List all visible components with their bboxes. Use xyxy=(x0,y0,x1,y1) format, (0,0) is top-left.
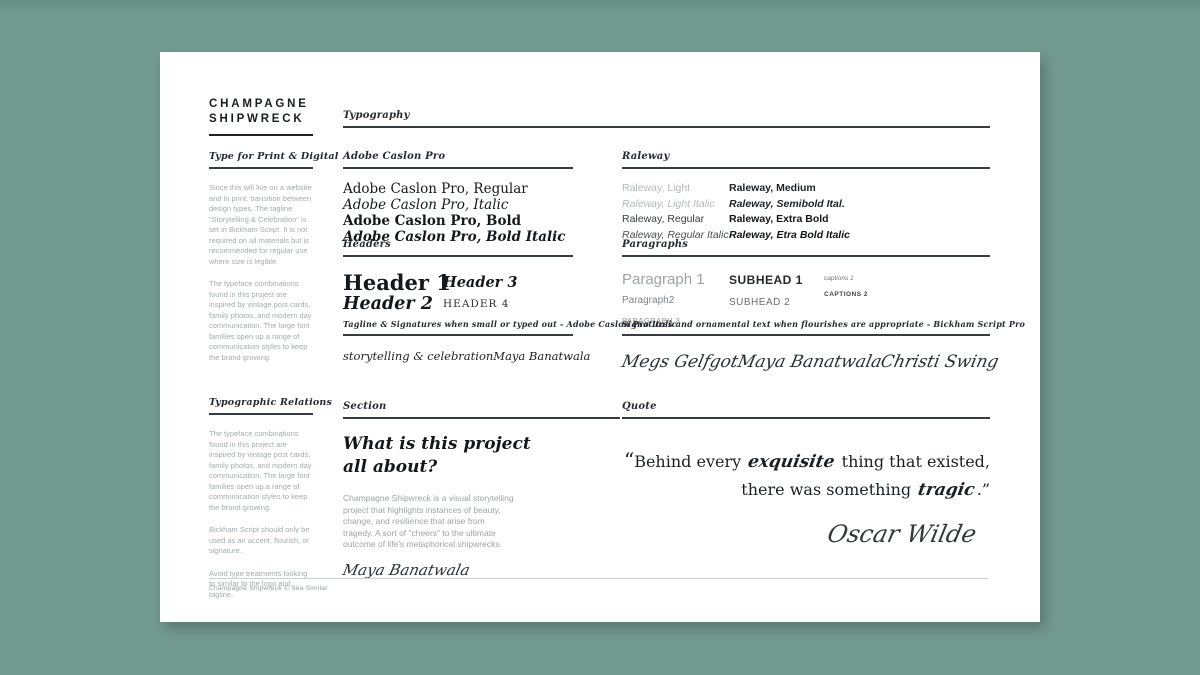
style-guide-page: CHAMPAGNE SHIPWRECK Typography Type for … xyxy=(160,52,1040,622)
quote-part2: thing that existed, xyxy=(836,452,990,471)
caslon-sample-bold-italic: Adobe Caslon Pro, Bold Italic xyxy=(343,229,566,245)
sidebar-bottom-heading: Typographic Relations xyxy=(209,397,332,415)
typed-signature-sample: Maya Banatwala xyxy=(493,349,591,363)
sidebar-typographic-relations: Typographic Relations The typeface combi… xyxy=(209,397,332,612)
caslon-section: Adobe Caslon Pro Adobe Caslon Pro, Regul… xyxy=(343,151,573,245)
section-heading: Section xyxy=(343,401,620,419)
paragraphs-heading: Paragraphs xyxy=(622,239,990,257)
quote-emphasis-tragic: tragic xyxy=(916,480,977,500)
caslon-sample-bold: Adobe Caslon Pro, Bold xyxy=(343,213,522,229)
signatures-section: Signatures and ornamental text when flou… xyxy=(619,319,1025,372)
raleway-section: Raleway Raleway, Light Raleway, Light It… xyxy=(622,151,990,243)
sidebar-top-heading: Type for Print & Digital xyxy=(209,151,338,169)
tagline-section: Tagline & Signatures when small or typed… xyxy=(343,319,677,363)
caslon-sample-italic: Adobe Caslon Pro, Italic xyxy=(343,197,509,213)
logo-line-1: CHAMPAGNE xyxy=(209,98,309,110)
footer-rule xyxy=(209,578,988,579)
paragraphs-section: Paragraphs Paragraph 1 Paragraph2 PARAGR… xyxy=(622,239,990,325)
subhead2-sample: SUBHEAD 2 xyxy=(729,297,791,308)
quote-text: “Behind every exquisite thing that exist… xyxy=(622,447,990,504)
header2-sample: Header 2 xyxy=(343,294,433,314)
raleway-extra-bold-italic: Raleway, Etra Bold Italic xyxy=(729,228,850,241)
raleway-semibold-italic: Raleway, Semibold Ital. xyxy=(729,197,845,210)
signature-christi-swing: Christi Swing xyxy=(879,352,1001,372)
section-sample: Section What is this project all about? … xyxy=(341,401,620,580)
header4-sample: HEADER 4 xyxy=(443,298,510,310)
signature-maya-banatwala: Maya Banatwala xyxy=(735,352,884,372)
quote-emphasis-exquisite: exquisite xyxy=(746,452,837,472)
raleway-light-italic: Raleway, Light Italic xyxy=(622,197,715,210)
sidebar-top-paragraph-2: The typeface combinations found in this … xyxy=(209,279,312,362)
paragraph2-sample: Paragraph2 xyxy=(622,295,675,306)
quote-part1: Behind every xyxy=(634,452,747,471)
section-title-line1: What is this project xyxy=(343,434,531,454)
raleway-heading: Raleway xyxy=(622,151,990,169)
quote-author-signature: Oscar Wilde xyxy=(825,520,979,548)
page-title: Typography xyxy=(343,110,990,128)
header1-sample: Header 1 xyxy=(343,270,451,295)
raleway-medium: Raleway, Medium xyxy=(729,182,816,194)
brand-logo: CHAMPAGNE SHIPWRECK xyxy=(209,97,313,136)
logo-line-2: SHIPWRECK xyxy=(209,113,305,125)
raleway-regular-italic: Raleway, Regular Italic xyxy=(622,228,729,241)
signatures-heading: Signatures and ornamental text when flou… xyxy=(622,319,1025,336)
signature-megs-gelfgot: Megs Gelfgot xyxy=(619,352,740,372)
captions1-sample: captions 1 xyxy=(824,275,854,282)
header3-sample: Header 3 xyxy=(443,274,518,291)
section-body: Champagne Shipwreck is a visual storytel… xyxy=(343,493,514,549)
quote-section: Quote “Behind every exquisite thing that… xyxy=(622,401,990,548)
section-title-line2: all about? xyxy=(343,457,438,477)
paragraph3-sample: PARAGRAPH 3 xyxy=(622,316,681,325)
caslon-heading: Adobe Caslon Pro xyxy=(343,151,573,169)
raleway-light: Raleway, Light xyxy=(622,182,691,194)
sidebar-top-paragraph-1: Since this will live on a website and in… xyxy=(209,183,312,266)
sidebar-bottom-paragraph-2: Bickham Script should only be used as an… xyxy=(209,525,310,555)
quote-part3: there was something xyxy=(741,480,917,499)
quote-open-mark: “ xyxy=(623,448,635,472)
footer-credit: Champagne Shipwreck © Sea Similar xyxy=(209,585,328,592)
quote-part4: .” xyxy=(976,480,990,499)
headers-heading: Headers xyxy=(343,239,573,257)
tagline-heading: Tagline & Signatures when small or typed… xyxy=(343,319,677,336)
quote-heading: Quote xyxy=(622,401,990,419)
sidebar-type-for-print: Type for Print & Digital Since this will… xyxy=(209,151,338,375)
headers-section: Headers Header 1 Header 2 Header 3 HEADE… xyxy=(343,239,573,315)
sidebar-bottom-paragraph-1: The typeface combinations found in this … xyxy=(209,429,312,512)
captions2-sample: CAPTIONS 2 xyxy=(824,291,869,298)
subhead1-sample: SUBHEAD 1 xyxy=(729,273,803,287)
tagline-sample: storytelling & celebration xyxy=(343,349,494,363)
paragraph1-sample: Paragraph 1 xyxy=(622,271,705,288)
caslon-sample-regular: Adobe Caslon Pro, Regular xyxy=(343,181,528,197)
raleway-extra-bold: Raleway, Extra Bold xyxy=(729,213,829,225)
sidebar-bottom-paragraph-3: Avoid type treatments looking to similar… xyxy=(209,568,308,599)
raleway-regular: Raleway, Regular xyxy=(622,213,705,225)
page-title-section: Typography xyxy=(343,110,990,128)
section-signature: Maya Banatwala xyxy=(341,560,472,579)
